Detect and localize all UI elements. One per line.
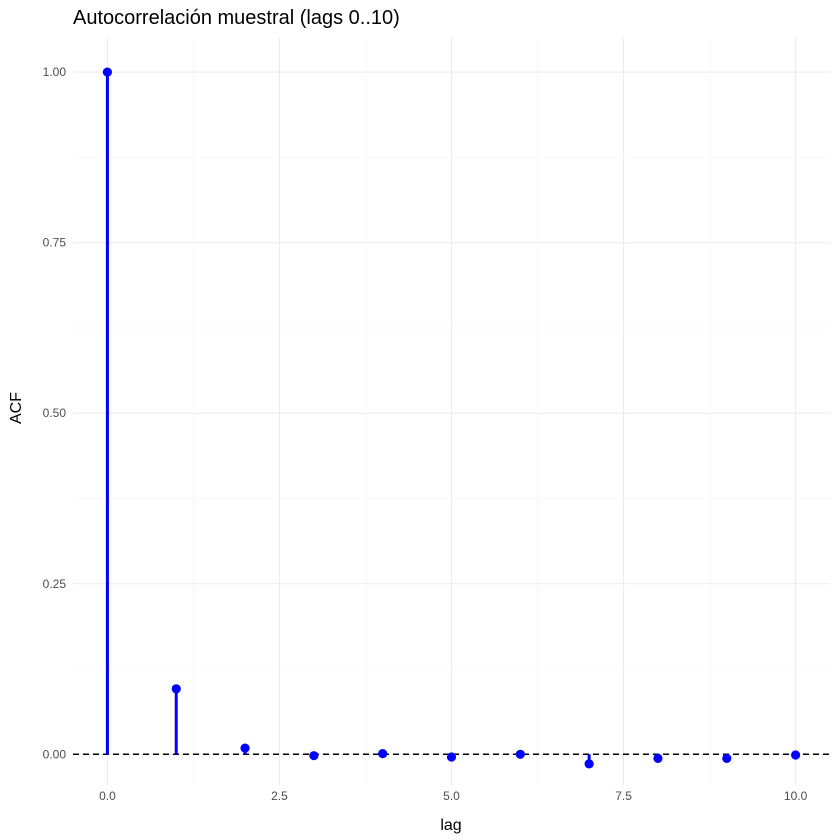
y-tick-label: 0.75 xyxy=(43,236,67,250)
x-tick-label: 7.5 xyxy=(615,789,632,803)
y-axis-ticks: 0.00 0.25 0.50 0.75 1.00 xyxy=(43,65,67,761)
acf-point xyxy=(446,752,457,762)
x-tick-label: 0.0 xyxy=(99,789,116,803)
acf-points xyxy=(102,67,801,769)
y-tick-label: 0.50 xyxy=(43,406,67,420)
x-axis-ticks: 0.0 2.5 5.0 7.5 10.0 xyxy=(99,789,808,803)
x-axis-title: lag xyxy=(440,817,461,834)
acf-point xyxy=(240,743,250,753)
chart-title: Autocorrelación muestral (lags 0..10) xyxy=(73,7,400,29)
grid xyxy=(73,38,830,785)
y-tick-label: 1.00 xyxy=(43,65,67,79)
acf-point xyxy=(515,749,525,759)
y-tick-label: 0.00 xyxy=(43,747,67,761)
y-axis-title: ACF xyxy=(8,392,25,424)
x-tick-label: 5.0 xyxy=(443,789,460,803)
acf-point xyxy=(653,753,663,763)
acf-point xyxy=(102,67,113,77)
acf-point xyxy=(309,751,319,761)
acf-point xyxy=(790,750,801,760)
x-tick-label: 2.5 xyxy=(271,789,288,803)
acf-point xyxy=(378,749,388,759)
y-tick-label: 0.25 xyxy=(43,577,67,591)
acf-point xyxy=(722,753,732,763)
acf-point xyxy=(584,759,594,769)
acf-point xyxy=(171,684,181,694)
x-tick-label: 10.0 xyxy=(784,789,808,803)
